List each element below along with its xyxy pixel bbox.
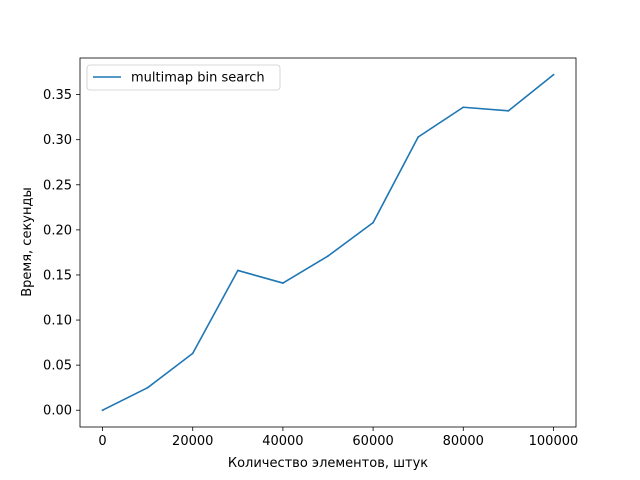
data-point (462, 106, 465, 109)
y-tick-label: 0.30 (43, 133, 72, 148)
plot-area (79, 57, 577, 428)
x-tick-label: 60000 (352, 434, 393, 449)
y-tick-label: 0.25 (43, 178, 72, 193)
data-point (327, 255, 329, 257)
axes-frame (79, 57, 577, 428)
x-tick-label: 80000 (443, 434, 484, 449)
y-tick-label: 0.35 (43, 88, 72, 103)
data-point (146, 386, 149, 389)
data-point (282, 282, 284, 284)
y-axis-label: Время, секунды (20, 187, 35, 297)
legend-box (86, 64, 281, 91)
y-tick-label: 0.15 (43, 268, 72, 283)
x-axis-ticks: 0 20000 40000 60000 80000 100000 (98, 427, 578, 449)
y-tick-label: 0.10 (43, 314, 72, 329)
data-point (417, 136, 420, 138)
y-axis-ticks: 0.00 0.05 0.10 0.15 0.20 0.25 0.30 0.35 (43, 88, 80, 419)
x-tick-label: 100000 (529, 434, 579, 449)
y-tick-label: 0.00 (43, 404, 72, 419)
x-tick-label: 0 (98, 434, 106, 449)
data-point (101, 409, 104, 412)
data-point (236, 269, 239, 272)
y-tick-label: 0.05 (43, 359, 72, 374)
x-axis-label: Количество элементов, штук (228, 456, 428, 471)
data-point (507, 109, 510, 112)
data-point (191, 352, 194, 355)
y-tick-label: 0.20 (43, 223, 72, 238)
x-tick-label: 20000 (172, 434, 213, 449)
data-point (372, 221, 374, 224)
data-point (552, 73, 555, 76)
legend: multimap bin search (86, 64, 281, 91)
legend-label: multimap bin search (131, 71, 265, 86)
x-tick-label: 40000 (262, 434, 303, 449)
